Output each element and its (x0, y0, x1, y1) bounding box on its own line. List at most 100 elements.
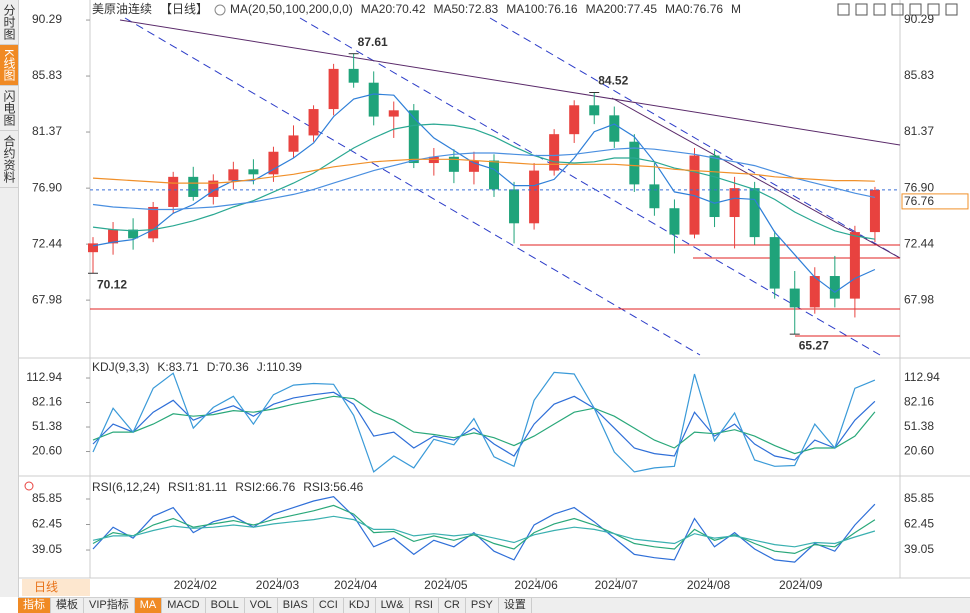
series-line (92, 93, 876, 294)
candle-body (729, 188, 740, 218)
y-tick-label: 76.90 (904, 180, 934, 194)
y-tick-label: 90.29 (32, 12, 62, 26)
x-tick-label: 2024/02 (174, 578, 218, 592)
indicator-button[interactable]: 设置 (499, 598, 532, 613)
indicator-button[interactable]: RSI (410, 598, 439, 613)
candle-body (488, 160, 499, 190)
candle-body (328, 68, 339, 110)
indicator-button[interactable]: VOL (245, 598, 278, 613)
indicator-button[interactable]: MA (134, 598, 163, 613)
candle-body (669, 208, 680, 235)
x-tick-label: 2024/08 (687, 578, 731, 592)
tool-icon[interactable] (891, 3, 904, 16)
candle-body (428, 156, 439, 164)
y-tick-label: 82.16 (32, 395, 62, 409)
x-tick-label: 2024/09 (779, 578, 823, 592)
tool-icon[interactable] (855, 3, 868, 16)
candle-body (529, 170, 540, 224)
candle-body (88, 243, 99, 253)
panel-title: RSI(6,12,24) (92, 480, 160, 494)
y-tick-label: 20.60 (32, 444, 62, 458)
tool-icon[interactable] (927, 3, 940, 16)
candle-body (649, 184, 660, 209)
indicator-button[interactable]: BIAS (278, 598, 314, 613)
last-price-label: 76.76 (904, 194, 934, 208)
candle-body (749, 188, 760, 238)
y-tick-label: 85.85 (904, 491, 934, 505)
y-tick-label: 81.37 (904, 124, 934, 138)
tool-icon[interactable] (945, 3, 958, 16)
x-tick-label: 2024/06 (514, 578, 558, 592)
sidebar-tab[interactable]: 闪电图 (0, 86, 18, 132)
candle-body (809, 276, 820, 308)
series-line (92, 147, 876, 211)
y-tick-label: 62.45 (32, 517, 62, 531)
series-line (92, 496, 876, 563)
y-tick-label: 72.44 (904, 236, 934, 250)
x-tick-label: 2024/07 (595, 578, 639, 592)
candle-body (869, 189, 880, 233)
legend-entry: RSI2:66.76 (235, 480, 295, 494)
legend-entry: RSI3:56.46 (303, 480, 363, 494)
sidebar-tab[interactable]: K线图 (0, 45, 18, 87)
settings-icon[interactable] (24, 481, 34, 491)
indicator-label: MA(20,50,100,200,0,0) (230, 2, 353, 16)
channel-line (124, 17, 701, 356)
y-tick-label: 112.94 (904, 370, 940, 384)
channel-line (299, 17, 881, 356)
y-tick-label: 76.90 (32, 180, 62, 194)
annotation-label: 65.27 (799, 338, 829, 352)
tool-icon[interactable] (909, 3, 922, 16)
candle-body (408, 110, 419, 164)
series-line (92, 158, 875, 184)
candle-body (789, 288, 800, 308)
candle-body (769, 237, 780, 289)
candle-body (629, 141, 640, 185)
legend-entry: M (731, 2, 741, 16)
candle-body (448, 156, 459, 172)
last-price-tag (901, 193, 969, 210)
indicator-button[interactable]: MACD (162, 598, 206, 613)
resistance-line (611, 97, 901, 259)
candle-body (689, 155, 700, 235)
x-tick-label: 2024/03 (256, 578, 300, 592)
sidebar-tab[interactable]: 分时图 (0, 0, 18, 45)
indicator-button[interactable]: PSY (466, 598, 499, 613)
period-tab[interactable]: 日线 (22, 579, 90, 596)
candle-body (148, 206, 159, 239)
indicator-button[interactable]: CCI (314, 598, 344, 613)
candle-body (128, 229, 139, 239)
y-tick-label: 85.85 (32, 491, 62, 505)
candle-body (468, 160, 479, 172)
tool-icon[interactable] (837, 3, 850, 16)
legend-entry: D:70.36 (207, 360, 249, 374)
indicator-button[interactable]: CR (439, 598, 466, 613)
indicator-button[interactable]: VIP指标 (84, 598, 135, 613)
annotation-label: 87.61 (358, 35, 388, 49)
legend-entry: MA200:77.45 (586, 2, 658, 16)
legend-entry: MA0:76.76 (665, 2, 723, 16)
y-tick-label: 85.83 (904, 68, 934, 82)
indicator-button[interactable]: KDJ (344, 598, 376, 613)
series-line (92, 391, 876, 461)
candle-body (288, 135, 299, 152)
indicator-button[interactable]: 模板 (51, 598, 84, 613)
indicator-button[interactable]: 指标 (18, 598, 51, 613)
indicator-button[interactable]: LW& (376, 598, 410, 613)
candle-body (549, 134, 560, 171)
x-tick-label: 2024/05 (424, 578, 468, 592)
y-tick-label: 51.38 (904, 419, 934, 433)
series-line (92, 123, 875, 240)
trend-lines (90, 17, 901, 356)
sidebar-tab[interactable]: 合约资料 (0, 131, 18, 189)
tool-icon[interactable] (873, 3, 886, 16)
toolbar-icons (837, 3, 958, 16)
indicator-button[interactable]: BOLL (206, 598, 245, 613)
y-tick-label: 67.98 (32, 292, 62, 306)
background (0, 0, 970, 597)
y-tick-label: 39.05 (32, 542, 62, 556)
y-tick-label: 20.60 (904, 444, 934, 458)
candle-body (709, 155, 720, 218)
channel-line (489, 17, 901, 259)
